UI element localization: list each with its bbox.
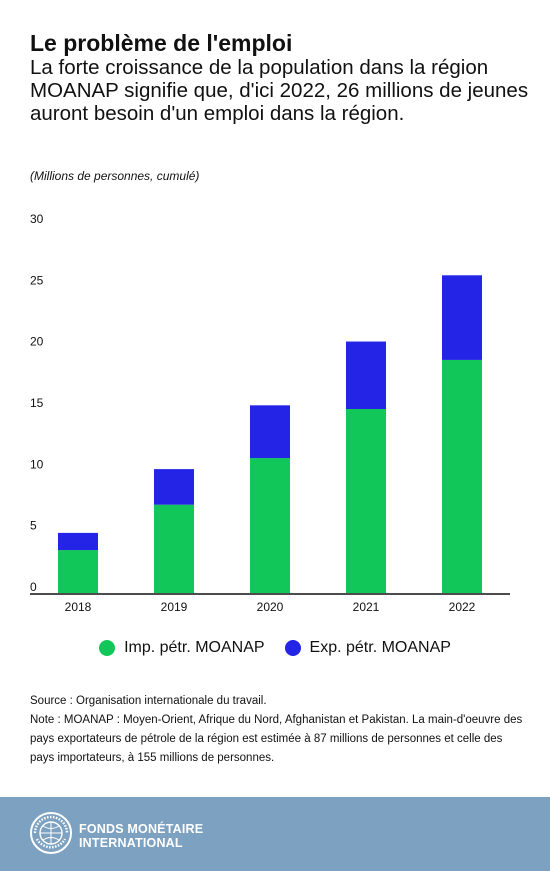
bar-segment-exporters — [154, 469, 194, 505]
source-note: Source : Organisation internationale du … — [30, 695, 267, 707]
definition-note: Note : MOANAP : Moyen-Orient, Afrique du… — [30, 714, 523, 764]
legend-item-importers: Imp. pétr. MOANAP — [99, 639, 265, 657]
bar-segment-exporters — [250, 405, 290, 459]
legend-swatch-exporters — [284, 640, 301, 656]
bar-segment-importers — [442, 359, 482, 593]
x-tick-label: 2021 — [353, 600, 380, 614]
bar-segment-importers — [250, 458, 290, 593]
legend-item-exporters: Exp. pétr. MOANAP — [284, 639, 451, 657]
footer-bar: FONDS MONÉTAIRE INTERNATIONAL — [0, 797, 550, 871]
y-tick-label: 25 — [30, 273, 44, 287]
bar-segment-importers — [346, 409, 386, 593]
unit-note: (Millions de personnes, cumulé) — [30, 169, 200, 183]
chart-subtitle: La forte croissance de la population dan… — [30, 56, 529, 125]
bar-segment-importers — [58, 550, 98, 593]
legend-label-exporters: Exp. pétr. MOANAP — [309, 639, 451, 656]
bar-segment-exporters — [58, 532, 98, 551]
x-tick-label: 2018 — [65, 600, 92, 614]
org-name-line1: FONDS MONÉTAIRE — [79, 822, 204, 836]
chart-legend: Imp. pétr. MOANAP Exp. pétr. MOANAP — [0, 639, 550, 657]
y-tick-label: 30 — [30, 212, 44, 226]
y-tick-label: 5 — [30, 519, 37, 533]
org-name-line2: INTERNATIONAL — [79, 836, 183, 850]
y-tick-label: 0 — [30, 580, 37, 594]
y-tick-label: 20 — [30, 335, 44, 349]
org-name: FONDS MONÉTAIRE INTERNATIONAL — [79, 822, 203, 850]
chart-notes: Source : Organisation internationale du … — [30, 692, 525, 768]
bar-segment-importers — [154, 504, 194, 593]
imf-seal-logo — [30, 812, 72, 854]
y-tick-label: 10 — [30, 457, 44, 471]
stacked-bar-chart: 0 5 10 15 20 25 30 2018 2019 2020 2021 2022 — [30, 212, 510, 614]
chart-title: Le problème de l'emploi — [30, 30, 293, 56]
legend-swatch-importers — [99, 640, 116, 656]
x-tick-label: 2020 — [257, 600, 284, 614]
x-tick-label: 2022 — [449, 600, 476, 614]
x-tick-label: 2019 — [161, 600, 188, 614]
legend-label-importers: Imp. pétr. MOANAP — [124, 639, 265, 656]
y-tick-label: 15 — [30, 396, 44, 410]
bar-segment-exporters — [346, 341, 386, 409]
bar-segment-exporters — [442, 275, 482, 360]
